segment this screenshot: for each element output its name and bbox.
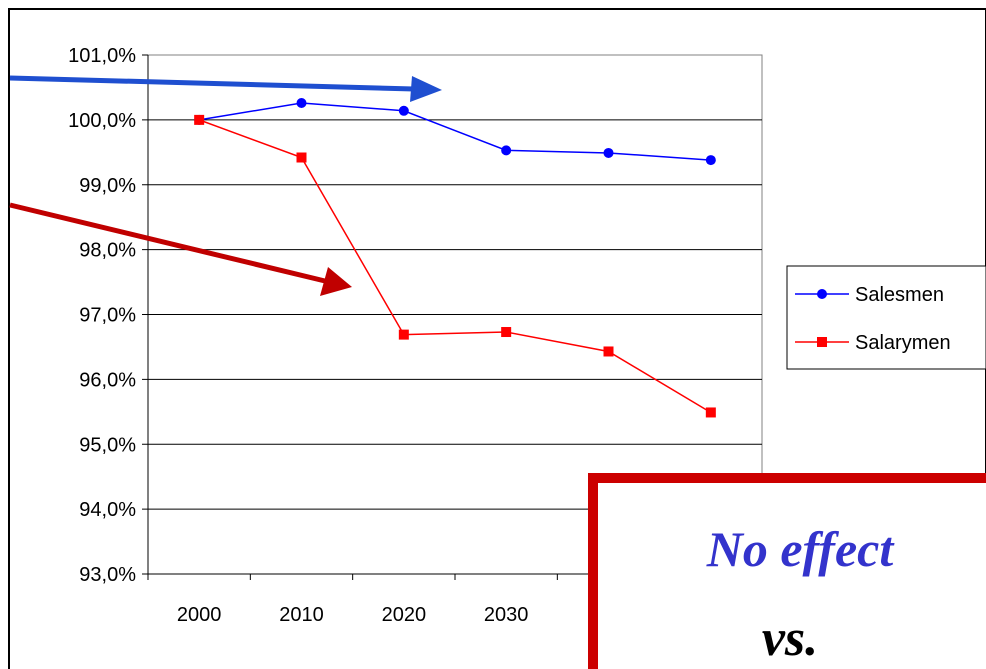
data-point	[501, 145, 512, 156]
y-tick-label: 94,0%	[79, 499, 136, 521]
callout-line2: vs.	[762, 610, 818, 667]
callout-box: No effect vs.	[588, 473, 986, 669]
x-tick-label: 2010	[279, 604, 324, 626]
y-tick-label: 96,0%	[79, 369, 136, 391]
data-point	[705, 155, 716, 166]
y-tick-label: 95,0%	[79, 434, 136, 456]
y-tick-label: 100,0%	[68, 110, 136, 132]
y-ticks: 93,0% 94,0% 95,0% 96,0% 97,0% 98,0% 99,0% 100,0…	[68, 45, 148, 586]
series-line	[198, 119, 712, 414]
x-tick-label: 2020	[382, 604, 427, 626]
data-point	[296, 98, 307, 109]
legend-marker	[817, 337, 827, 347]
red-arrow	[9, 202, 352, 296]
legend-item-salesmen: Salesmen	[795, 284, 944, 306]
y-tick-label: 98,0%	[79, 240, 136, 262]
y-tick-label: 101,0%	[68, 45, 136, 67]
callout-border	[588, 473, 986, 669]
data-point	[705, 407, 716, 418]
legend-item-salarymen: Salarymen	[795, 332, 951, 354]
callout-line1: No effect	[706, 521, 896, 577]
legend-label: Salesmen	[855, 284, 944, 306]
y-tick-label: 99,0%	[79, 175, 136, 197]
legend-marker	[817, 289, 827, 299]
x-tick-label: 2000	[177, 604, 222, 626]
blue-arrow	[9, 75, 442, 102]
data-point	[398, 329, 409, 340]
legend-box	[786, 265, 986, 370]
series-line	[199, 102, 711, 161]
data-point	[398, 105, 409, 116]
data-point	[501, 327, 512, 338]
legend-label: Salarymen	[855, 332, 951, 354]
data-point	[603, 147, 614, 158]
x-tick-label: 2030	[484, 604, 529, 626]
series-salarymen	[194, 114, 716, 418]
data-point	[194, 114, 205, 125]
data-point	[296, 152, 307, 163]
gridlines	[148, 119, 762, 510]
y-tick-label: 97,0%	[79, 305, 136, 327]
data-point	[603, 346, 614, 357]
annotation-arrows	[9, 75, 442, 296]
x-ticks: 20002010202020302	[147, 574, 763, 626]
series-layer	[194, 98, 716, 418]
legend: Salesmen Salarymen	[786, 265, 986, 370]
y-tick-label: 93,0%	[79, 564, 136, 586]
